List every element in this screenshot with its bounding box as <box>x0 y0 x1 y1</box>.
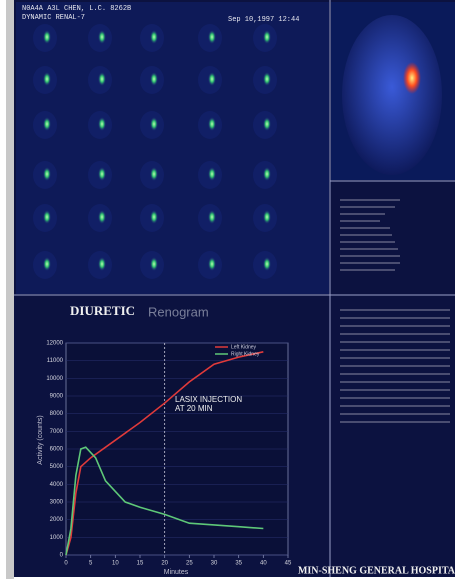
chart-title: DIURETIC <box>70 303 135 318</box>
film-edge <box>6 0 14 579</box>
body-image <box>342 15 442 175</box>
annotation: LASIX INJECTION <box>175 395 242 404</box>
legend-label: Right Kidney <box>231 351 260 357</box>
report-text <box>340 199 450 423</box>
study-date: Sep 10,1997 12:44 <box>228 16 299 24</box>
x-tick-label: 40 <box>260 561 267 567</box>
x-tick-label: 10 <box>112 561 119 567</box>
kidney-hotspot <box>403 62 421 94</box>
x-tick-label: 30 <box>211 561 218 567</box>
x-tick-label: 0 <box>64 561 68 567</box>
study-name: DYNAMIC RENAL-7 <box>22 14 85 22</box>
hospital-name: MIN-SHENG GENERAL HOSPITA <box>298 565 456 576</box>
y-tick-label: 8000 <box>50 411 64 417</box>
x-tick-label: 15 <box>137 561 144 567</box>
annotation: AT 20 MIN <box>175 404 213 413</box>
patient-line: N0A4A A3L CHEN, L.C. 8262B <box>22 5 131 13</box>
y-tick-label: 10000 <box>46 376 63 382</box>
frames-panel <box>16 2 329 294</box>
x-tick-label: 45 <box>285 561 292 567</box>
y-tick-label: 5000 <box>50 464 64 470</box>
y-tick-label: 7000 <box>50 429 64 435</box>
y-tick-label: 9000 <box>50 394 64 400</box>
y-tick-label: 6000 <box>50 447 64 453</box>
x-tick-label: 5 <box>89 561 93 567</box>
plot: 0100020003000400050006000700080009000100… <box>46 341 292 567</box>
y-tick-label: 11000 <box>47 358 64 364</box>
y-tick-label: 3000 <box>50 500 64 506</box>
y-tick-label: 12000 <box>46 341 63 347</box>
x-tick-label: 25 <box>186 561 193 567</box>
x-axis-label: Minutes <box>164 569 189 576</box>
y-tick-label: 0 <box>60 553 64 559</box>
legend-label: Left Kidney <box>231 344 257 350</box>
y-tick-label: 1000 <box>50 535 64 541</box>
chart-subtitle: Renogram <box>148 304 209 319</box>
x-tick-label: 35 <box>235 561 242 567</box>
y-axis-label: Activity (counts) <box>37 415 44 464</box>
y-tick-label: 2000 <box>50 517 64 523</box>
y-tick-label: 4000 <box>50 482 64 488</box>
series-line <box>65 351 264 556</box>
series-line <box>65 446 264 556</box>
x-tick-label: 20 <box>161 561 168 567</box>
